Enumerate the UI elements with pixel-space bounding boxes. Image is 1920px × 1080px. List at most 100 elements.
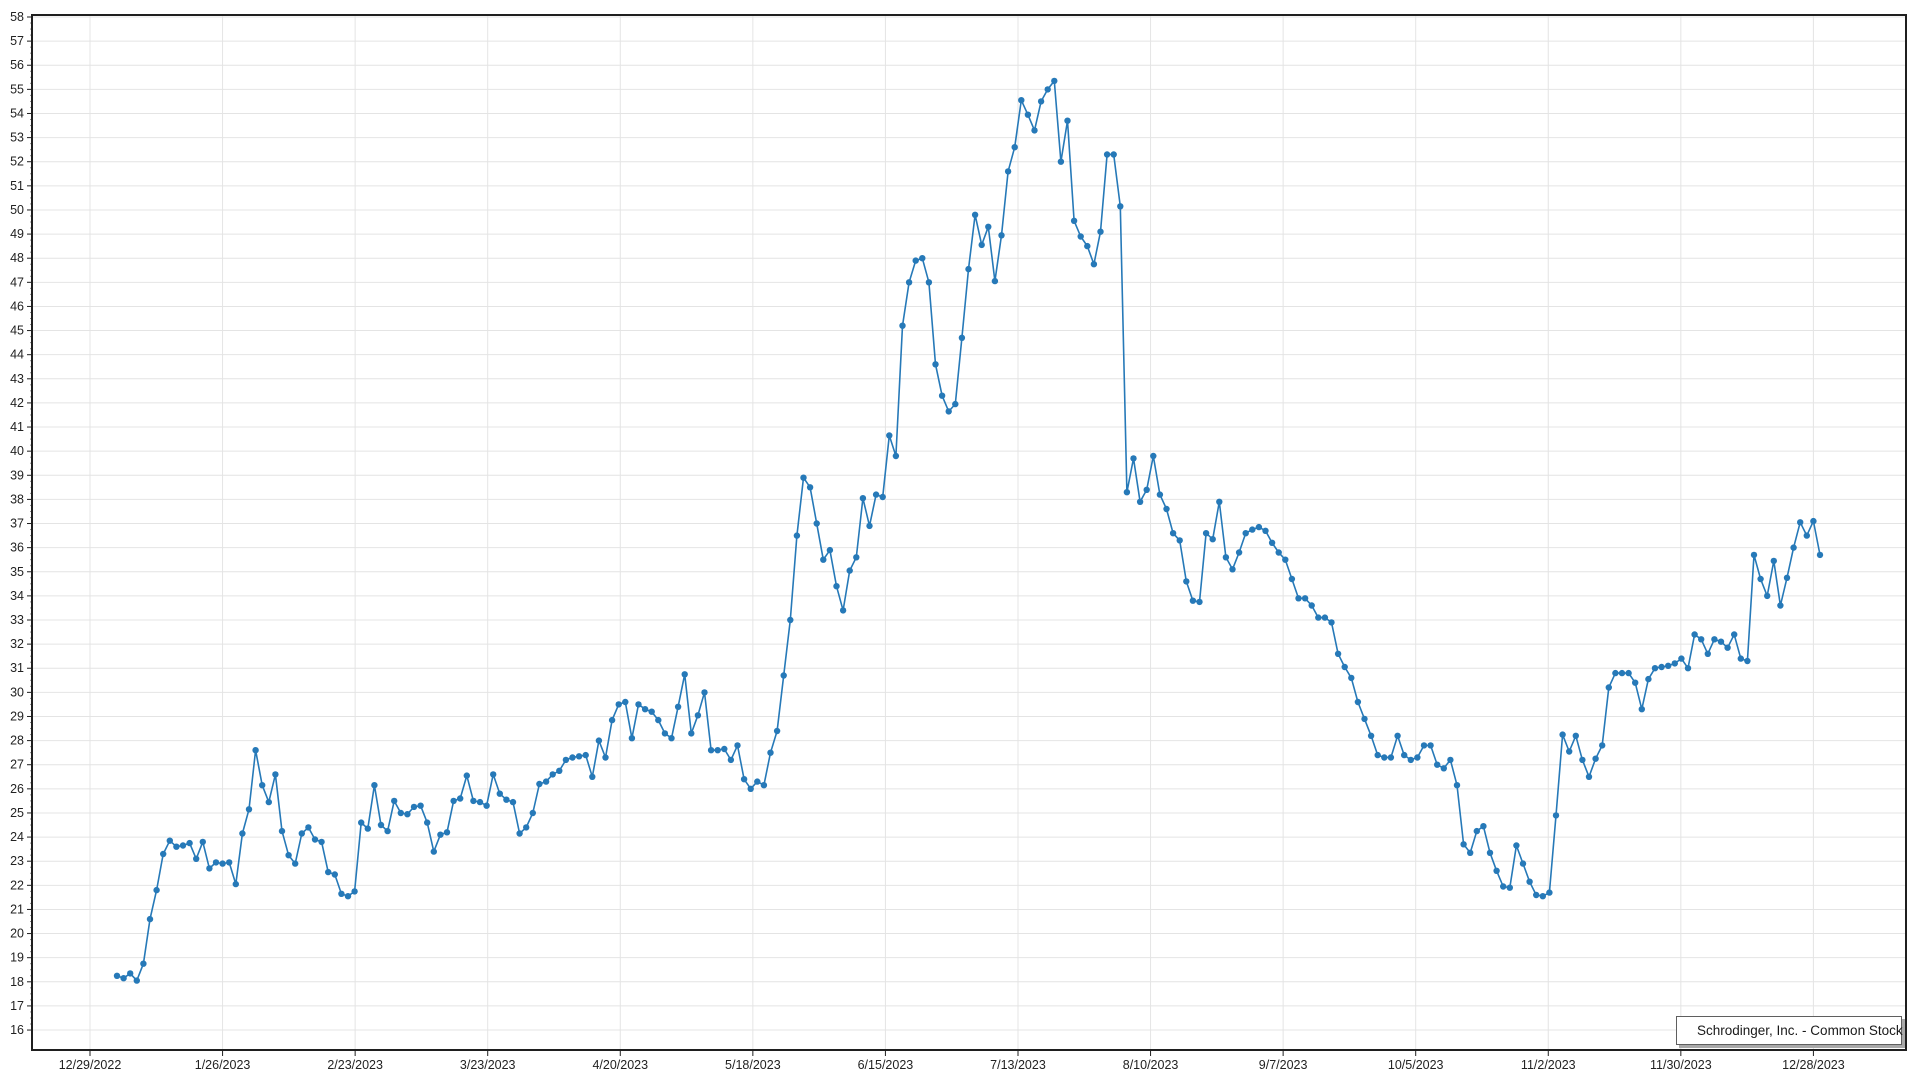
data-point-marker [1282, 556, 1289, 563]
x-axis-tick-label: 11/2/2023 [1521, 1058, 1576, 1072]
data-point-marker [476, 798, 484, 806]
data-point-marker [1090, 261, 1098, 268]
x-axis-tick-label: 12/28/2023 [1782, 1058, 1845, 1072]
data-point-marker [1453, 782, 1461, 789]
data-point-marker [839, 607, 847, 614]
data-point-marker [1552, 812, 1560, 819]
data-point-marker [443, 829, 451, 836]
y-axis-tick-label: 25 [10, 806, 24, 820]
data-point-marker [1757, 575, 1764, 583]
data-point-marker [595, 737, 603, 744]
data-point-marker [1519, 860, 1527, 867]
data-point-marker [292, 860, 299, 867]
data-point-marker [674, 703, 682, 710]
data-point-marker [991, 277, 999, 285]
y-axis-tick-label: 24 [10, 830, 24, 844]
data-point-marker [641, 706, 649, 713]
data-point-marker [344, 893, 352, 900]
data-point-marker [1764, 592, 1771, 600]
x-axis-tick-label: 11/30/2023 [1650, 1058, 1712, 1072]
data-point-marker [384, 827, 391, 835]
y-axis-tick-label: 16 [10, 1023, 24, 1037]
data-point-marker [1414, 754, 1421, 761]
data-point-marker [1163, 505, 1170, 513]
y-axis-tick-label: 31 [10, 661, 24, 675]
data-point-marker [1750, 551, 1758, 559]
y-axis-tick-label: 39 [10, 468, 24, 482]
data-point-marker [952, 400, 959, 408]
data-point-marker [490, 771, 497, 778]
y-axis-tick-label: 38 [10, 492, 24, 506]
data-point-marker [1268, 539, 1276, 546]
data-point-marker [1183, 578, 1190, 585]
y-axis-tick-label: 23 [10, 854, 24, 868]
data-point-marker [199, 838, 206, 846]
data-point-marker [1044, 86, 1051, 93]
y-axis-tick-label: 32 [10, 637, 24, 651]
data-point-marker [503, 796, 510, 803]
data-point-marker [1367, 732, 1375, 739]
y-axis-tick-label: 27 [10, 758, 24, 772]
data-point-marker [265, 798, 272, 806]
y-axis-tick-label: 28 [10, 734, 24, 748]
data-point-marker [1011, 144, 1018, 151]
data-point-marker [1123, 489, 1131, 496]
data-point-marker [1057, 158, 1065, 165]
data-point-marker [1077, 233, 1084, 240]
y-axis-tick-label: 26 [10, 782, 24, 796]
data-point-marker [338, 890, 345, 897]
data-point-marker [1816, 551, 1824, 559]
data-point-marker [1348, 674, 1355, 682]
data-point-marker [1658, 663, 1665, 671]
data-point-marker [569, 754, 576, 761]
data-point-marker [1407, 756, 1415, 764]
data-point-marker [1665, 662, 1672, 669]
data-point-marker [780, 672, 787, 679]
data-point-marker [1209, 536, 1216, 543]
y-axis-tick-label: 51 [10, 179, 24, 193]
data-point-marker [1566, 748, 1573, 755]
data-point-marker [1143, 486, 1150, 493]
data-point-marker [239, 830, 246, 837]
data-point-marker [417, 802, 424, 809]
data-point-marker [648, 708, 655, 715]
data-point-marker [655, 716, 662, 724]
data-point-marker [1354, 698, 1362, 706]
x-axis-tick-label: 4/20/2023 [592, 1058, 648, 1072]
axes: 58 57 56 55 54 53 52 51 50 49 48 47 46 45 44 43 42 41 40 39… [10, 10, 1907, 1072]
data-point-marker [938, 392, 946, 399]
data-point-marker [556, 767, 563, 774]
data-point-marker [1460, 841, 1467, 848]
data-point-marker [1539, 893, 1547, 900]
data-point-marker [958, 334, 966, 341]
data-point-marker [1618, 669, 1626, 677]
data-point-marker [694, 712, 702, 719]
data-point-marker [1724, 644, 1731, 651]
data-point-marker [1156, 491, 1164, 498]
data-point-marker [965, 265, 972, 273]
data-point-marker [628, 735, 636, 742]
data-point-marker [252, 747, 259, 754]
data-point-marker [985, 223, 992, 230]
y-axis-tick-label: 37 [10, 517, 24, 531]
data-point-marker [892, 452, 900, 460]
data-point-marker [1711, 636, 1718, 643]
y-axis-tick-label: 49 [10, 227, 24, 241]
data-point-marker [1328, 619, 1335, 626]
data-point-marker [311, 836, 319, 843]
data-point-marker [450, 797, 457, 805]
y-axis-tick-label: 48 [10, 251, 24, 265]
data-point-marker [278, 827, 286, 835]
y-axis-tick-label: 43 [10, 372, 24, 386]
x-axis-tick-label: 5/18/2023 [725, 1058, 781, 1072]
data-point-marker [1651, 665, 1659, 672]
data-point-marker [1315, 614, 1322, 621]
y-axis-tick-label: 18 [10, 975, 24, 989]
data-point-marker [470, 797, 477, 805]
data-point-marker [912, 257, 919, 264]
data-point-marker [358, 819, 365, 826]
data-point-marker [1777, 602, 1784, 609]
plot-border [31, 14, 1907, 1051]
data-point-marker [714, 747, 721, 754]
